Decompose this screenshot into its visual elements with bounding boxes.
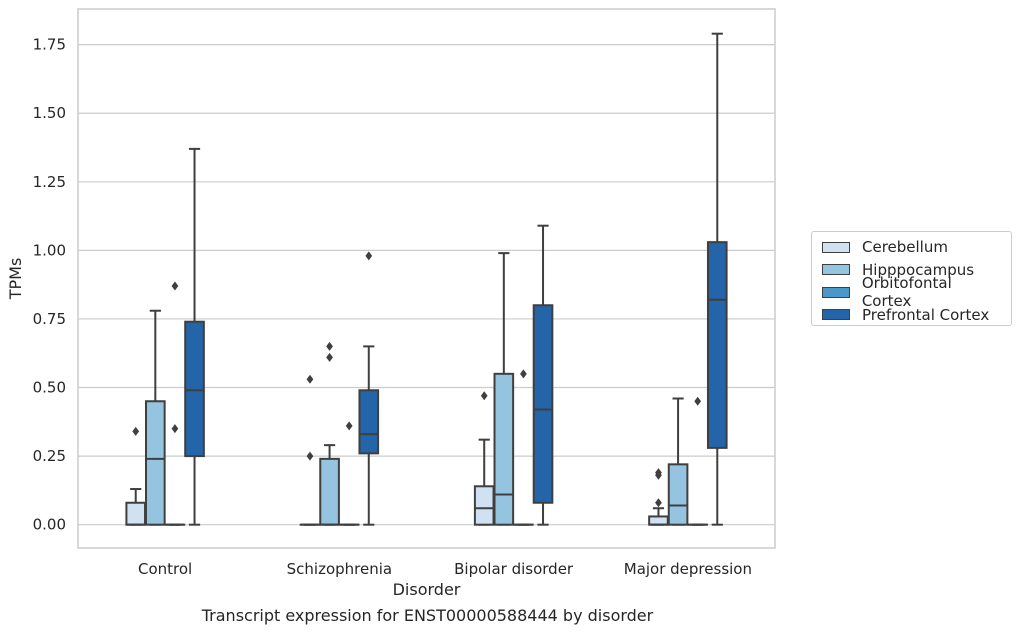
- y-tick-label: 0.50: [33, 379, 66, 397]
- outlier-point: [326, 341, 333, 351]
- box: [667, 463, 689, 526]
- y-tick-label: 0.00: [33, 516, 66, 534]
- legend-label: Cerebellum: [862, 238, 948, 257]
- legend-swatch: [822, 309, 850, 321]
- plot-frame: [77, 8, 776, 549]
- x-tick-label: Major depression: [624, 560, 752, 578]
- y-tick-label: 1.00: [33, 241, 66, 259]
- outlier-point: [306, 374, 314, 384]
- box: [358, 389, 380, 455]
- x-tick-labels: Control Schizophrenia Bipolar disorder Majo…: [138, 560, 752, 578]
- outlier-point: [655, 468, 662, 478]
- box: [493, 372, 515, 526]
- y-tick-label: 0.25: [33, 447, 66, 465]
- box: [184, 320, 205, 458]
- outlier-point: [365, 251, 373, 261]
- outlier-point: [520, 369, 527, 379]
- legend-item: Cerebellum: [818, 236, 1005, 259]
- outlier-point: [306, 451, 314, 461]
- x-axis-label: Disorder: [393, 580, 461, 599]
- box: [706, 241, 728, 449]
- outlier-point: [171, 424, 179, 434]
- legend-label: Prefrontal Cortex: [862, 305, 990, 324]
- outlier-point: [132, 426, 140, 436]
- box: [125, 501, 147, 526]
- legend-label: Orbitofontal Cortex: [861, 274, 952, 311]
- legend-swatch: [822, 264, 850, 276]
- legend-item: Prefrontal Cortex: [818, 304, 1005, 327]
- x-tick-label: Bipolar disorder: [454, 560, 574, 578]
- outlier-point: [345, 421, 353, 431]
- legend: Cerebellum Hipppocampus Orbitofontal Cor…: [811, 231, 1012, 326]
- box: [532, 304, 554, 504]
- outlier-point: [694, 396, 702, 406]
- box: [648, 515, 669, 526]
- box-plot-series: [125, 32, 728, 526]
- box: [319, 457, 340, 526]
- legend-item: Hipppocampus: [818, 259, 1005, 282]
- box: [473, 485, 495, 526]
- chart-caption: Transcript expression for ENST0000058844…: [201, 606, 654, 625]
- y-axis-label: TPMs: [6, 258, 25, 301]
- gridlines: [78, 44, 775, 526]
- y-tick-labels: 0.00 0.25 0.50 0.75 1.00 1.25 1.50 1.75: [33, 36, 66, 534]
- y-tick-label: 0.75: [33, 310, 66, 328]
- y-tick-label: 1.75: [33, 36, 66, 54]
- x-tick-label: Control: [138, 560, 192, 578]
- legend-swatch: [822, 286, 850, 298]
- x-tick-label: Schizophrenia: [287, 560, 392, 578]
- outlier-point: [655, 498, 662, 508]
- outlier-point: [480, 391, 488, 401]
- outlier-point: [171, 281, 179, 291]
- legend-label: Hipppocampus: [862, 260, 975, 279]
- outlier-point: [326, 352, 333, 362]
- y-tick-label: 1.50: [33, 104, 66, 122]
- y-tick-label: 1.25: [33, 173, 66, 191]
- legend-swatch: [822, 241, 850, 253]
- legend-item: Orbitofontal Cortex: [818, 274, 1005, 310]
- box: [145, 400, 166, 526]
